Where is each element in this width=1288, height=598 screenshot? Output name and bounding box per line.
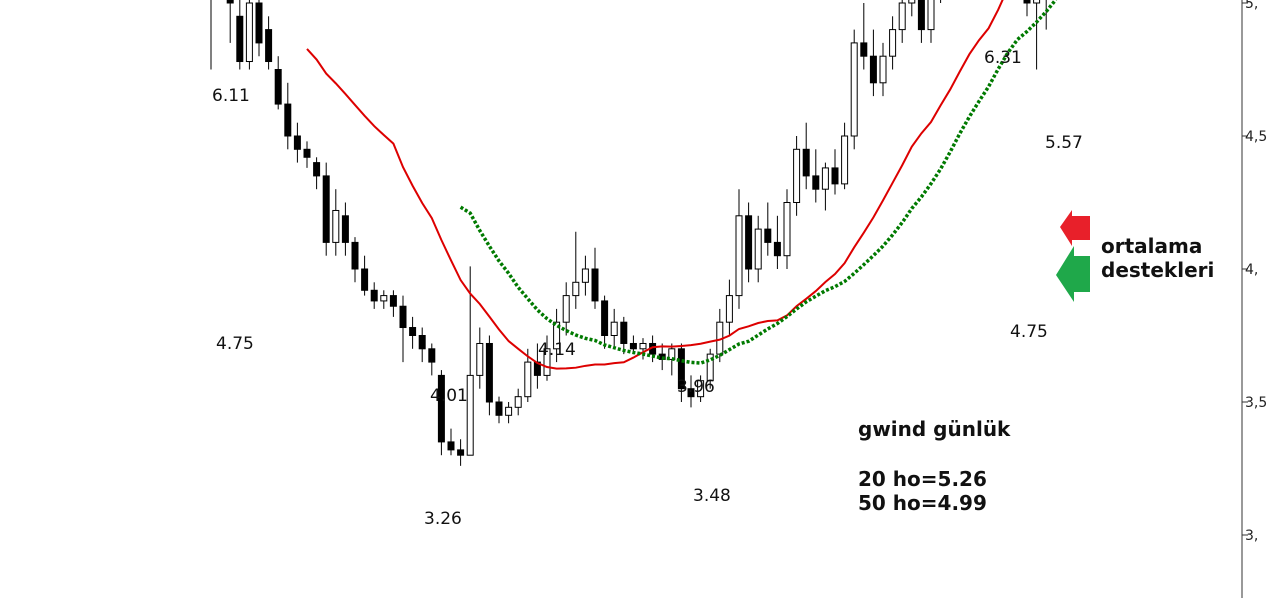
green-arrow-icon xyxy=(1056,246,1090,302)
side-note-line2: destekleri xyxy=(1101,258,1214,282)
price-annotation: 4.14 xyxy=(538,340,576,360)
candle-body xyxy=(725,295,733,323)
candle-body xyxy=(399,305,407,329)
candle-body xyxy=(927,0,935,31)
candle-body xyxy=(1023,0,1031,4)
candle-body xyxy=(505,406,513,416)
candle-body xyxy=(361,268,369,291)
candle-body xyxy=(409,327,417,336)
price-annotation: 5.57 xyxy=(1045,133,1083,153)
candle-body xyxy=(917,0,925,31)
candle-body xyxy=(313,162,321,177)
candle-body xyxy=(591,268,599,302)
red-arrow-icon xyxy=(1060,210,1090,246)
candle-body xyxy=(869,55,877,84)
candle-body xyxy=(447,441,455,451)
price-annotations: 6.11 4.75 4.01 4.14 3.26 3.96 3.48 6.31 5.57 4.75 xyxy=(212,48,1083,529)
candle-body xyxy=(889,29,897,57)
candle-body xyxy=(380,295,388,302)
candle-body xyxy=(514,396,522,408)
ma20-info: 20 ho=5.26 xyxy=(858,467,987,491)
candle-body xyxy=(274,69,282,105)
candle-body xyxy=(1033,0,1041,4)
candle-body xyxy=(706,353,714,382)
price-annotation: 4.75 xyxy=(1010,322,1048,342)
candle-body xyxy=(303,148,311,158)
candle-body xyxy=(802,148,810,177)
candle-body xyxy=(226,0,234,4)
candle-body xyxy=(265,29,273,63)
candle-body xyxy=(495,401,503,416)
candle-body xyxy=(793,148,801,204)
candle-body xyxy=(562,295,570,323)
candle-body xyxy=(389,295,397,307)
candle-body xyxy=(879,55,887,84)
candle-body xyxy=(437,374,445,443)
candle-body xyxy=(341,215,349,243)
price-annotation: 3.48 xyxy=(693,486,731,506)
candle-body xyxy=(677,348,685,390)
candle-body xyxy=(543,348,551,376)
candle-body xyxy=(850,42,858,137)
candle-body xyxy=(687,388,695,398)
candle-body xyxy=(466,374,474,456)
chart-title: gwind günlük xyxy=(858,417,1011,441)
price-tick-label: 3,5 xyxy=(1245,395,1267,411)
candle-body xyxy=(293,135,301,150)
candle-body xyxy=(620,321,628,344)
candle-body xyxy=(553,321,561,350)
candle-body xyxy=(457,449,465,456)
candle-body xyxy=(351,241,359,270)
candle-body xyxy=(284,103,292,137)
ma20-line xyxy=(306,0,1004,370)
price-tick-label: 5, xyxy=(1245,0,1258,12)
candle-body xyxy=(821,167,829,190)
candle-body xyxy=(332,209,340,243)
candle-body xyxy=(524,361,532,398)
candle-body xyxy=(601,300,609,337)
candle-body xyxy=(697,380,705,398)
candle-body xyxy=(322,175,330,243)
price-annotation: 3.26 xyxy=(424,509,462,529)
price-annotation: 4.75 xyxy=(216,334,254,354)
candle-body xyxy=(745,215,753,270)
candle-body xyxy=(773,241,781,257)
candle-body xyxy=(572,281,580,297)
price-tick-label: 4, xyxy=(1245,262,1258,278)
candle-body xyxy=(764,228,772,243)
candle-body xyxy=(428,348,436,363)
candle-body xyxy=(639,342,647,350)
candle-body xyxy=(754,228,762,270)
candle-body xyxy=(908,0,916,4)
candle-body xyxy=(476,342,484,376)
ma50-info: 50 ho=4.99 xyxy=(858,491,987,515)
price-annotation: 6.31 xyxy=(984,48,1022,68)
candle-body xyxy=(255,2,263,44)
candle-body xyxy=(245,2,253,63)
candle-body xyxy=(485,342,493,403)
candle-body xyxy=(783,202,791,257)
price-tick-label: 3, xyxy=(1245,528,1258,544)
price-axis-ticks: 3,3,54,4,55,5,56,6,57, xyxy=(1242,0,1267,544)
candle-body xyxy=(581,268,589,283)
candle-body xyxy=(860,42,868,57)
candle-body xyxy=(418,335,426,350)
candle-body xyxy=(812,175,820,190)
candle-body xyxy=(831,167,839,185)
candle-body xyxy=(629,342,637,350)
price-annotation: 3.96 xyxy=(677,377,715,397)
candle-body xyxy=(370,289,378,302)
candle-body xyxy=(236,15,244,63)
ma50-line xyxy=(459,0,1058,365)
candle-body xyxy=(735,215,743,297)
candle-body xyxy=(898,2,906,31)
price-annotation: 6.11 xyxy=(212,86,250,106)
price-annotation: 4.01 xyxy=(430,386,468,406)
candlestick-series xyxy=(210,0,1047,466)
candle-body xyxy=(841,135,849,185)
candle-body xyxy=(610,321,618,337)
side-note-line1: ortalama xyxy=(1101,234,1202,258)
price-tick-label: 4,5 xyxy=(1245,129,1267,145)
